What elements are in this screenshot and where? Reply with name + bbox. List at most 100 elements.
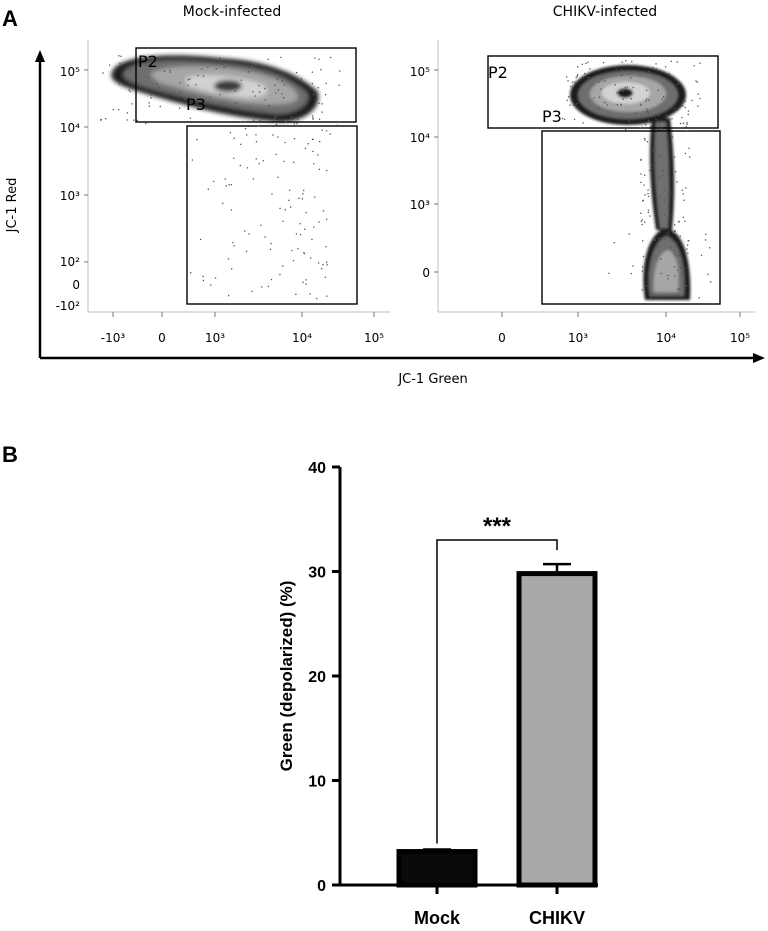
event-dot — [639, 75, 641, 77]
event-dot — [300, 78, 303, 80]
event-dot — [678, 221, 680, 223]
event-dot — [251, 65, 254, 67]
event-dot — [307, 143, 309, 145]
event-dot — [290, 206, 292, 208]
chikv-plot-title: CHIKV-infected — [553, 4, 657, 20]
event-dot — [640, 173, 642, 175]
gate-p2-label: P2 — [138, 52, 158, 71]
event-dot — [650, 297, 652, 299]
event-dot — [651, 292, 654, 295]
event-dot — [699, 97, 701, 100]
event-dot — [102, 72, 104, 74]
event-dot — [686, 248, 688, 250]
event-dot — [664, 199, 666, 201]
event-dot — [244, 128, 247, 130]
event-dot — [562, 117, 564, 120]
event-dot — [270, 242, 272, 245]
event-dot — [664, 66, 667, 68]
event-dot — [112, 108, 114, 111]
event-dot — [675, 171, 677, 173]
event-dot — [685, 285, 688, 287]
event-dot — [197, 74, 199, 77]
event-dot — [679, 235, 681, 237]
event-dot — [628, 233, 630, 235]
event-dot — [644, 221, 646, 223]
y-arrow-icon — [35, 50, 45, 62]
event-dot — [598, 96, 600, 98]
event-dot — [667, 231, 669, 233]
event-dot — [312, 94, 315, 96]
event-dot — [661, 98, 663, 100]
event-dot — [275, 92, 277, 94]
event-dot — [264, 236, 266, 238]
event-dot — [624, 87, 626, 89]
event-dot — [254, 95, 256, 97]
event-dot — [602, 62, 605, 64]
event-dot — [573, 118, 576, 121]
event-dot — [213, 180, 215, 183]
event-dot — [232, 241, 234, 244]
event-dot — [258, 85, 260, 87]
event-dot — [260, 224, 262, 226]
event-dot — [687, 252, 689, 254]
significance-bracket — [436, 539, 558, 844]
event-dot — [641, 289, 643, 291]
event-dot — [645, 124, 647, 126]
event-dot — [646, 98, 648, 100]
event-dot — [646, 141, 649, 143]
y-tick: 10⁴ — [60, 121, 80, 135]
event-dot — [686, 122, 688, 124]
event-dot — [258, 162, 260, 165]
x-arrow-icon — [753, 353, 765, 363]
event-dot — [689, 156, 691, 158]
event-dot — [222, 202, 224, 204]
event-dot — [582, 84, 584, 86]
event-dot — [311, 71, 313, 73]
event-dot — [318, 221, 320, 223]
event-dot — [625, 128, 627, 131]
event-dot — [312, 117, 314, 119]
event-dot — [120, 55, 122, 57]
event-dot — [282, 97, 285, 99]
event-dot — [621, 69, 623, 71]
event-dot — [150, 94, 152, 96]
event-dot — [640, 127, 642, 129]
event-dot — [647, 189, 649, 191]
event-dot — [225, 185, 227, 187]
event-dot — [240, 143, 242, 145]
event-dot — [235, 102, 237, 104]
event-dot — [621, 61, 623, 63]
event-dot — [298, 197, 300, 199]
event-dot — [267, 285, 269, 288]
event-dot — [303, 252, 306, 255]
event-dot — [329, 133, 331, 135]
gate-p3-label: P3 — [542, 107, 562, 126]
event-dot — [658, 178, 660, 181]
event-dot — [312, 115, 314, 117]
x-axis-title: JC-1 Green — [397, 372, 467, 387]
event-dot — [324, 94, 327, 96]
event-dot — [568, 96, 570, 98]
event-dot — [312, 150, 314, 153]
event-dot — [646, 285, 648, 287]
event-dot — [150, 97, 152, 99]
event-dot — [254, 64, 257, 66]
event-dot — [642, 240, 644, 242]
event-dot — [684, 106, 686, 109]
y-tick-label: 10 — [308, 774, 326, 791]
event-dot — [215, 68, 217, 70]
event-dot — [640, 181, 642, 184]
event-dot — [288, 199, 290, 201]
x-tick: 10⁴ — [292, 331, 312, 345]
event-dot — [283, 160, 285, 163]
event-dot — [320, 268, 323, 270]
event-dot — [684, 267, 686, 269]
event-dot — [576, 103, 578, 105]
category-label: Mock — [414, 908, 461, 928]
event-dot — [697, 93, 699, 95]
significance-label: *** — [483, 513, 512, 540]
event-dot — [644, 174, 646, 176]
x-tick: 10⁵ — [730, 331, 750, 345]
event-dot — [644, 137, 646, 140]
event-dot — [159, 105, 161, 108]
